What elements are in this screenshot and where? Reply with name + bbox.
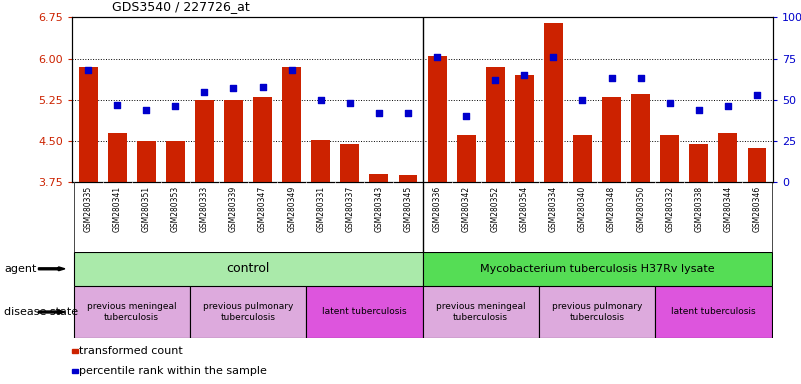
Text: GSM280347: GSM280347: [258, 186, 267, 232]
Text: GSM280337: GSM280337: [345, 186, 354, 232]
Text: GSM280344: GSM280344: [723, 186, 732, 232]
Point: [751, 92, 763, 98]
Bar: [660, 134, 679, 182]
Point: [256, 84, 269, 90]
Point: [314, 97, 327, 103]
Text: GSM280346: GSM280346: [752, 186, 762, 232]
Bar: [515, 75, 533, 182]
Text: agent: agent: [4, 264, 36, 274]
Point: [634, 75, 647, 81]
Text: GSM280351: GSM280351: [142, 186, 151, 232]
Text: GSM280348: GSM280348: [607, 186, 616, 232]
Text: Mycobacterium tuberculosis H37Rv lysate: Mycobacterium tuberculosis H37Rv lysate: [480, 264, 714, 274]
Bar: [539, 286, 655, 338]
Text: GSM280340: GSM280340: [578, 186, 587, 232]
Bar: [655, 286, 771, 338]
Bar: [253, 97, 272, 182]
Point: [169, 103, 182, 109]
Text: GSM280354: GSM280354: [520, 186, 529, 232]
Bar: [573, 134, 592, 182]
Bar: [718, 133, 738, 182]
Bar: [340, 144, 360, 182]
Bar: [369, 174, 388, 182]
Point: [663, 100, 676, 106]
Bar: [306, 286, 423, 338]
Point: [198, 89, 211, 95]
Text: latent tuberculosis: latent tuberculosis: [322, 308, 407, 316]
Point: [576, 97, 589, 103]
Point: [489, 77, 501, 83]
Point: [111, 102, 123, 108]
Text: GSM280352: GSM280352: [491, 186, 500, 232]
Text: GSM280335: GSM280335: [83, 186, 93, 232]
Text: GDS3540 / 227726_at: GDS3540 / 227726_at: [112, 0, 250, 13]
Text: GSM280333: GSM280333: [200, 186, 209, 232]
Bar: [166, 141, 185, 182]
Text: GSM280341: GSM280341: [113, 186, 122, 232]
Text: previous meningeal
tuberculosis: previous meningeal tuberculosis: [87, 302, 176, 322]
Text: GSM280331: GSM280331: [316, 186, 325, 232]
Bar: [423, 286, 539, 338]
Text: GSM280339: GSM280339: [229, 186, 238, 232]
Text: control: control: [227, 262, 270, 275]
Bar: [78, 67, 98, 182]
Point: [140, 107, 153, 113]
Text: GSM280332: GSM280332: [665, 186, 674, 232]
Bar: [224, 100, 243, 182]
Point: [605, 75, 618, 81]
Point: [344, 100, 356, 106]
Bar: [485, 67, 505, 182]
Point: [285, 67, 298, 73]
Bar: [107, 133, 127, 182]
Bar: [399, 175, 417, 182]
Text: GSM280338: GSM280338: [694, 186, 703, 232]
Bar: [137, 141, 155, 182]
Point: [722, 103, 735, 109]
Bar: [428, 56, 446, 182]
Bar: [74, 286, 190, 338]
Text: GSM280345: GSM280345: [404, 186, 413, 232]
Point: [227, 85, 240, 91]
Text: GSM280334: GSM280334: [549, 186, 557, 232]
Text: GSM280342: GSM280342: [461, 186, 471, 232]
Text: GSM280353: GSM280353: [171, 186, 180, 232]
Bar: [74, 252, 423, 286]
Text: GSM280350: GSM280350: [636, 186, 645, 232]
Text: latent tuberculosis: latent tuberculosis: [671, 308, 755, 316]
Text: disease state: disease state: [4, 307, 78, 317]
Point: [692, 107, 705, 113]
Bar: [312, 140, 330, 182]
Bar: [190, 286, 306, 338]
Bar: [602, 97, 621, 182]
Text: GSM280336: GSM280336: [433, 186, 441, 232]
Bar: [747, 148, 767, 182]
Bar: [195, 100, 214, 182]
Bar: [631, 94, 650, 182]
Text: previous pulmonary
tuberculosis: previous pulmonary tuberculosis: [552, 302, 642, 322]
Bar: [457, 134, 476, 182]
Text: transformed count: transformed count: [78, 346, 183, 356]
Point: [547, 54, 560, 60]
Point: [460, 113, 473, 119]
Point: [372, 110, 385, 116]
Bar: [690, 144, 708, 182]
Text: GSM280349: GSM280349: [288, 186, 296, 232]
Point: [401, 110, 414, 116]
Text: previous pulmonary
tuberculosis: previous pulmonary tuberculosis: [203, 302, 293, 322]
Point: [431, 54, 444, 60]
Bar: [423, 252, 771, 286]
Text: percentile rank within the sample: percentile rank within the sample: [78, 366, 267, 376]
Text: GSM280343: GSM280343: [374, 186, 384, 232]
Point: [518, 72, 531, 78]
Text: previous meningeal
tuberculosis: previous meningeal tuberculosis: [436, 302, 525, 322]
Point: [82, 67, 95, 73]
Bar: [282, 67, 301, 182]
Bar: [544, 23, 563, 182]
